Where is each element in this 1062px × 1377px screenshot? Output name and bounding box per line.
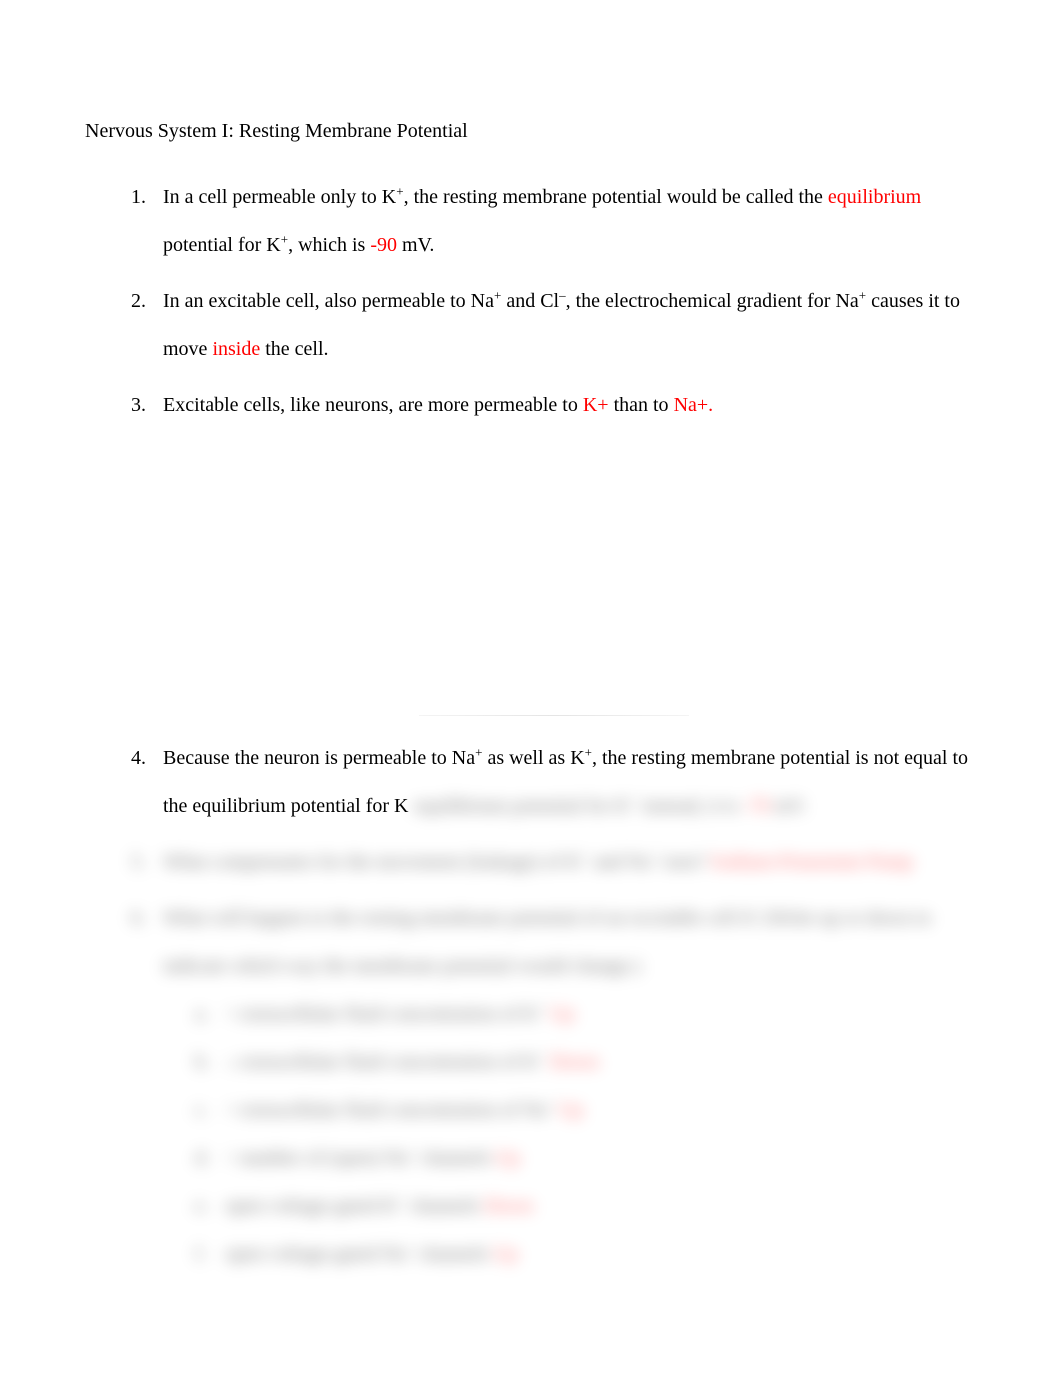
sub-item-e: e. open voltage-gated K+ channels Down (195, 1182, 977, 1230)
list-item-2: 2. In an excitable cell, also permeable … (131, 277, 977, 373)
text: the cell. (260, 338, 328, 360)
text: ions? (658, 851, 710, 873)
text: channels (413, 1243, 488, 1265)
text: ↑ number of (open) Na (225, 1147, 408, 1169)
sub-content: ↓ extracellular fluid concentration of K… (225, 1038, 599, 1086)
sub-letter: c. (195, 1086, 225, 1134)
answer-text: Up (491, 1147, 520, 1169)
superscript: + (408, 1144, 415, 1159)
text: ↑ extracellular fluid concentration of N… (225, 1099, 547, 1121)
sub-letter: b. (195, 1038, 225, 1086)
item-content: Excitable cells, like neurons, are more … (163, 381, 977, 429)
text: , the electrochemical gradient for Na (566, 290, 859, 312)
item-number: 3. (131, 381, 163, 429)
vertical-gap (131, 437, 977, 715)
answer-text: equilibrium (828, 186, 921, 208)
page-title: Nervous System I: Resting Membrane Poten… (85, 120, 977, 143)
sub-content: ↑ number of (open) Na+ channels Up (225, 1134, 520, 1182)
text: than to (609, 394, 674, 416)
answer-text: -90 (370, 234, 397, 256)
answer-text: Up (554, 1099, 583, 1121)
text: instead, it is (637, 795, 743, 817)
text: In an excitable cell, also permeable to … (163, 290, 494, 312)
text: , which is (288, 234, 370, 256)
text: mV. (770, 795, 807, 817)
superscript: + (630, 792, 637, 807)
answer-text: Down (545, 1051, 599, 1073)
text: and Cl (501, 290, 559, 312)
text: potential for K (163, 234, 281, 256)
text: and Na (589, 851, 651, 873)
sub-item-a: a. ↑ extracellular fluid concentration o… (195, 990, 977, 1038)
text: as well as K (482, 747, 584, 769)
sub-letter: a. (195, 990, 225, 1038)
item-number: 6. (131, 894, 163, 1278)
list-item-4: 4. Because the neuron is permeable to Na… (131, 734, 977, 830)
answer-text: Down (480, 1195, 534, 1217)
superscript: + (581, 848, 588, 863)
item-content: Because the neuron is permeable to Na + a… (163, 734, 977, 830)
text: mV. (397, 234, 434, 256)
sub-item-d: d. ↑ number of (open) Na+ channels Up (195, 1134, 977, 1182)
superscript: + (651, 848, 658, 863)
sub-content: open voltage-gated K+ channels Down (225, 1182, 533, 1230)
item-number: 5. (131, 838, 163, 886)
answer-text: -70 (743, 795, 770, 817)
item-number: 2. (131, 277, 163, 373)
text: Excitable cells, like neurons, are more … (163, 394, 583, 416)
text: open voltage-gated K (225, 1195, 397, 1217)
sub-content: ↑ extracellular fluid concentration of N… (225, 1086, 583, 1134)
answer-text: K+ (583, 394, 609, 416)
item-number: 1. (131, 173, 163, 269)
item-content: What compensates for the movement (leaka… (163, 838, 977, 886)
text: channels (405, 1195, 480, 1217)
answer-text: inside (212, 338, 260, 360)
list-item-6: 6. What will happen to the resting membr… (131, 894, 977, 1278)
sub-item-f: f. open voltage-gated Na+ channels Up (195, 1230, 977, 1278)
item-number: 4. (131, 734, 163, 830)
sub-content: open voltage-gated Na+ channels Up (225, 1230, 518, 1278)
list-item-5: 5. What compensates for the movement (le… (131, 838, 977, 886)
sub-letter: d. (195, 1134, 225, 1182)
superscript: + (281, 231, 288, 246)
sub-letter: e. (195, 1182, 225, 1230)
question-list: 1. In a cell permeable only to K+, the r… (85, 173, 977, 1278)
item-content: In an excitable cell, also permeable to … (163, 277, 977, 373)
text: open voltage-gated Na (225, 1243, 406, 1265)
sub-content: ↑ extracellular fluid concentration of K… (225, 990, 574, 1038)
list-item-3: 3. Excitable cells, like neurons, are mo… (131, 381, 977, 429)
superscript: + (585, 744, 592, 759)
blurred-section: 5. What compensates for the movement (le… (131, 838, 977, 1278)
superscript: + (397, 1192, 404, 1207)
superscript: + (547, 1096, 554, 1111)
text: channels (416, 1147, 491, 1169)
item-content: What will happen to the resting membrane… (163, 894, 977, 1278)
answer-text: Na+. (674, 394, 714, 416)
sub-letter: f. (195, 1230, 225, 1278)
text: ↑ extracellular fluid concentration of K (225, 1003, 538, 1025)
text: Because the neuron is permeable to Na (163, 747, 475, 769)
superscript: + (538, 1048, 545, 1063)
sub-item-b: b. ↓ extracellular fluid concentration o… (195, 1038, 977, 1086)
answer-text: Sodium-Potassium Pump (710, 851, 913, 873)
text: ↓ extracellular fluid concentration of K (225, 1051, 538, 1073)
blurred-content: equilibrium potential for K+ instead, it… (414, 795, 808, 817)
text: , the resting membrane potential would b… (404, 186, 828, 208)
sub-item-c: c. ↑ extracellular fluid concentration o… (195, 1086, 977, 1134)
list-item-1: 1. In a cell permeable only to K+, the r… (131, 173, 977, 269)
divider-line (419, 715, 689, 716)
superscript: + (396, 183, 403, 198)
text: What will happen to the resting membrane… (163, 907, 931, 977)
sub-list: a. ↑ extracellular fluid concentration o… (163, 990, 977, 1278)
text: What compensates for the movement (leaka… (163, 851, 581, 873)
answer-text: Up (545, 1003, 574, 1025)
text: In a cell permeable only to K (163, 186, 396, 208)
superscript: + (538, 1000, 545, 1015)
text: equilibrium potential for K (414, 795, 630, 817)
item-content: In a cell permeable only to K+, the rest… (163, 173, 977, 269)
answer-text: Up (488, 1243, 517, 1265)
